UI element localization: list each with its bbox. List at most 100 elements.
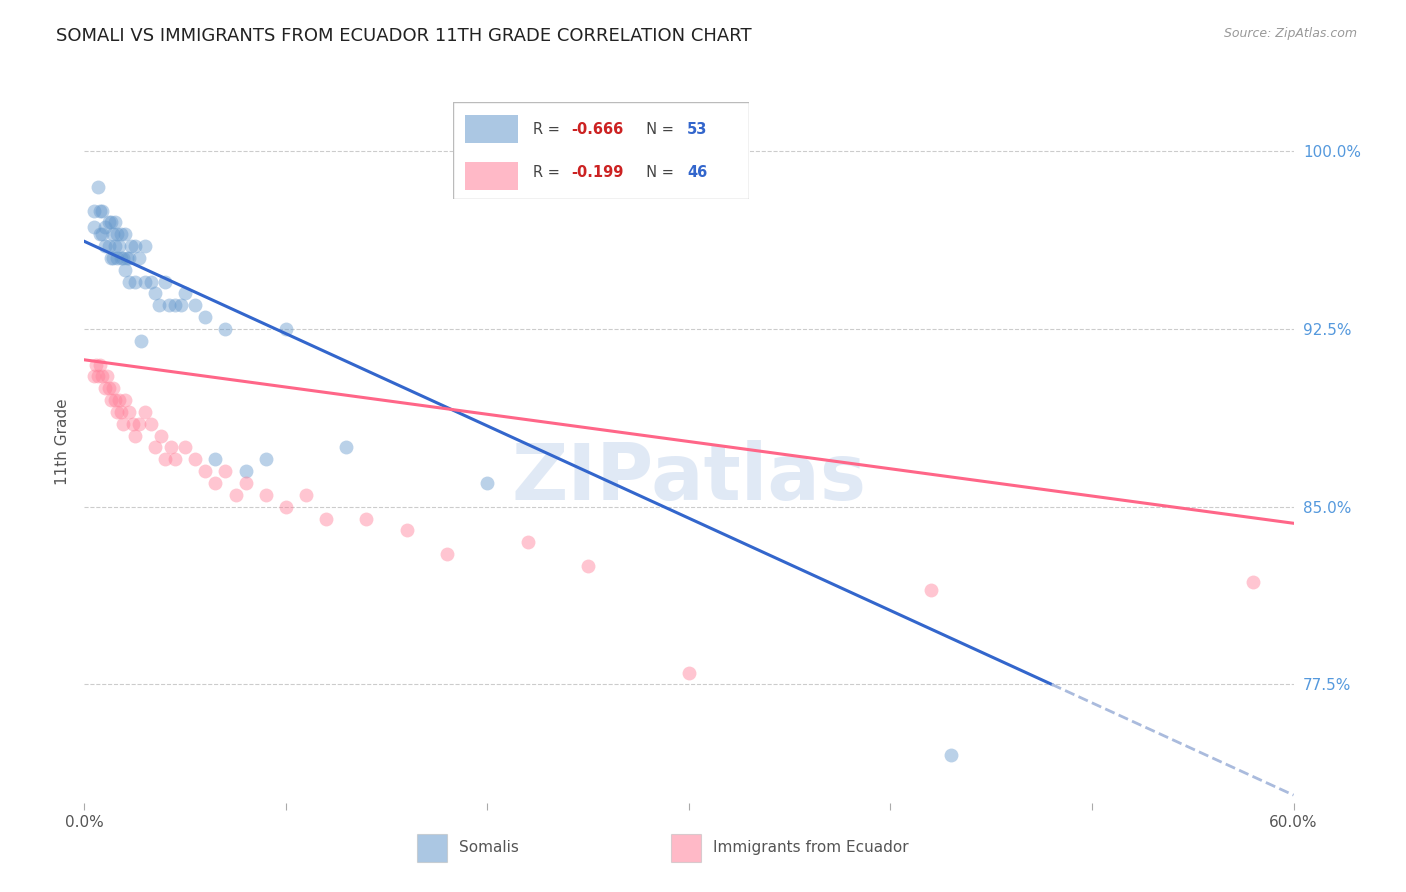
Point (93, 381, 115, 395)
Point (87, 180, 110, 194)
Point (395, 524, 418, 538)
Point (124, 428, 146, 442)
Point (110, 251, 132, 265)
Point (148, 298, 170, 312)
Point (97, 239, 120, 253)
Point (124, 239, 146, 253)
Point (174, 286, 197, 301)
Point (115, 251, 138, 265)
Point (204, 452, 226, 467)
Point (174, 441, 197, 455)
Point (110, 405, 132, 419)
Point (118, 275, 141, 289)
Point (89, 203, 111, 218)
Point (184, 298, 207, 312)
Point (111, 251, 134, 265)
Point (315, 511, 337, 525)
Point (96, 369, 118, 384)
Point (128, 251, 150, 265)
Point (235, 464, 257, 478)
Point (97, 381, 120, 395)
Point (101, 227, 124, 242)
Point (235, 475, 257, 490)
Point (101, 251, 124, 265)
Y-axis label: 11th Grade: 11th Grade (55, 398, 70, 485)
Text: ZIPatlas: ZIPatlas (512, 440, 866, 516)
Point (128, 417, 150, 431)
Point (477, 475, 499, 490)
Point (214, 322, 236, 336)
Point (920, 582, 942, 597)
Point (143, 441, 166, 455)
Point (153, 452, 176, 467)
Point (124, 275, 146, 289)
Point (89, 227, 111, 242)
Point (134, 239, 156, 253)
Point (114, 262, 136, 277)
Point (139, 417, 162, 431)
Point (100, 393, 122, 408)
Point (87, 369, 110, 384)
Point (93, 220, 115, 235)
Point (83, 220, 105, 235)
Point (111, 417, 134, 431)
Point (274, 322, 297, 336)
Point (104, 239, 127, 253)
Point (356, 511, 378, 525)
Point (143, 286, 166, 301)
Point (165, 298, 187, 312)
Point (105, 251, 128, 265)
Point (97, 215, 120, 229)
Point (516, 535, 538, 549)
Point (184, 452, 207, 467)
Point (107, 239, 129, 253)
Point (194, 464, 217, 478)
Point (100, 251, 122, 265)
Point (86, 358, 108, 372)
Point (114, 227, 136, 242)
Point (121, 417, 143, 431)
Point (576, 558, 599, 573)
Point (160, 441, 183, 455)
Point (91, 227, 114, 242)
Point (89, 358, 111, 372)
Text: Source: ZipAtlas.com: Source: ZipAtlas.com (1223, 27, 1357, 40)
Point (214, 464, 236, 478)
Point (91, 203, 114, 218)
Point (170, 298, 193, 312)
Point (114, 393, 136, 408)
Point (335, 441, 357, 455)
Point (139, 275, 162, 289)
Point (1241, 575, 1264, 590)
Point (129, 334, 152, 348)
Point (153, 275, 176, 289)
Point (225, 488, 247, 502)
Point (104, 215, 127, 229)
Point (93, 239, 115, 253)
Point (104, 393, 127, 408)
Point (939, 748, 962, 763)
Point (107, 393, 129, 408)
Point (254, 488, 277, 502)
Point (678, 665, 700, 680)
Point (157, 298, 180, 312)
Point (295, 488, 318, 502)
Point (100, 215, 122, 229)
Point (134, 405, 156, 419)
Point (118, 251, 141, 265)
Point (120, 239, 142, 253)
Point (83, 369, 105, 384)
Point (194, 310, 217, 325)
Point (149, 428, 172, 442)
Point (83, 203, 105, 218)
Point (254, 452, 277, 467)
Point (274, 500, 297, 514)
Point (204, 475, 226, 490)
Point (101, 381, 124, 395)
Point (91, 369, 114, 384)
Point (165, 452, 187, 467)
Point (110, 227, 132, 242)
Point (118, 405, 141, 419)
Point (105, 405, 128, 419)
Point (134, 275, 156, 289)
